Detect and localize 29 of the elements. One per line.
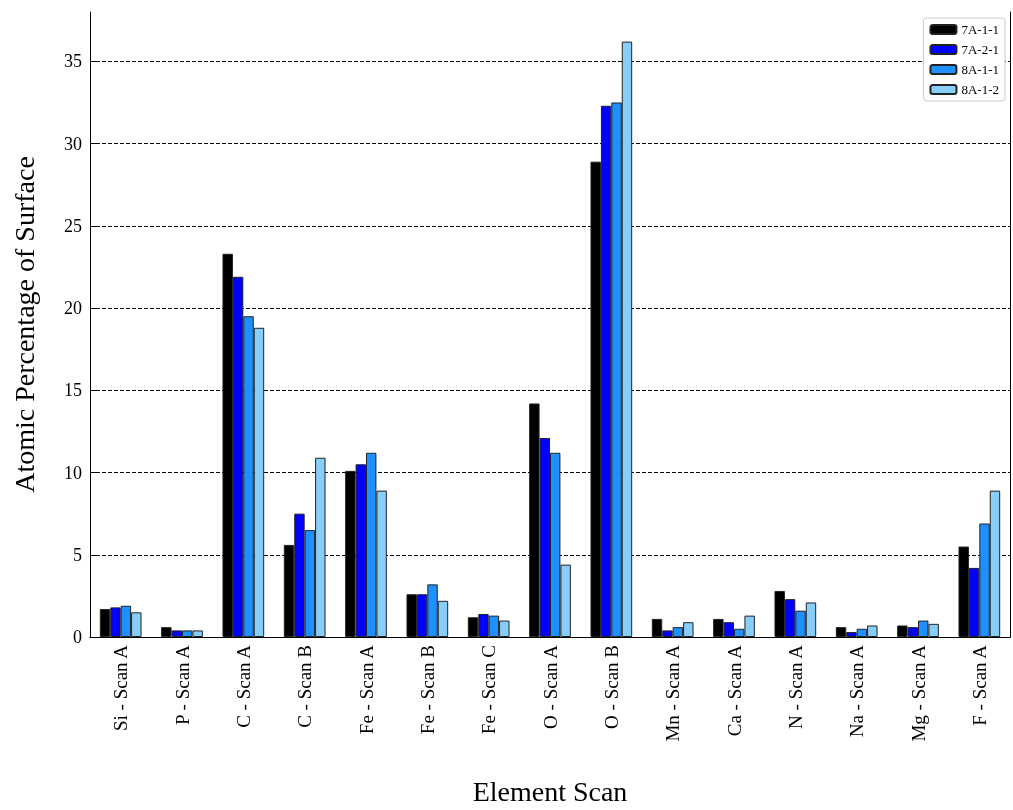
x-tick-label: Fe - Scan B xyxy=(416,645,438,735)
x-tick-label: Fe - Scan A xyxy=(355,644,377,735)
legend-label: 8A-1-1 xyxy=(961,62,999,77)
x-tick-label: N - Scan A xyxy=(784,644,806,729)
legend-label: 7A-1-1 xyxy=(961,22,999,37)
x-tick-label: Mn - Scan A xyxy=(662,644,684,742)
x-tick-label: Ca - Scan A xyxy=(723,644,745,737)
x-tick-label: C - Scan A xyxy=(232,644,254,728)
y-tick-label: 5 xyxy=(73,544,82,565)
y-tick-label: 10 xyxy=(64,462,82,483)
y-tick-label: 0 xyxy=(73,627,82,647)
x-tick-label: O - Scan A xyxy=(539,644,561,729)
x-tick-label: O - Scan B xyxy=(600,645,622,729)
y-tick-label: 25 xyxy=(64,215,82,236)
y-tick-label: 30 xyxy=(64,133,82,154)
legend-label: 7A-2-1 xyxy=(961,42,999,57)
y-tick-label: 15 xyxy=(64,380,82,401)
y-tick-label: 20 xyxy=(64,298,82,319)
y-axis-title: Atomic Percentage of Surface xyxy=(8,156,40,493)
x-tick-label: Fe - Scan C xyxy=(478,645,500,735)
x-tick-label: C - Scan B xyxy=(294,645,316,728)
x-tick-label: Na - Scan A xyxy=(846,644,868,738)
legend-label: 8A-1-2 xyxy=(961,82,999,97)
x-tick-label: Si - Scan A xyxy=(110,644,132,732)
y-tick-label: 35 xyxy=(64,51,82,72)
x-axis-title: Element Scan xyxy=(472,775,628,807)
x-tick-label: F - Scan A xyxy=(968,644,990,726)
x-tick-label: Mg - Scan A xyxy=(907,644,929,742)
x-tick-label: P - Scan A xyxy=(171,644,193,726)
